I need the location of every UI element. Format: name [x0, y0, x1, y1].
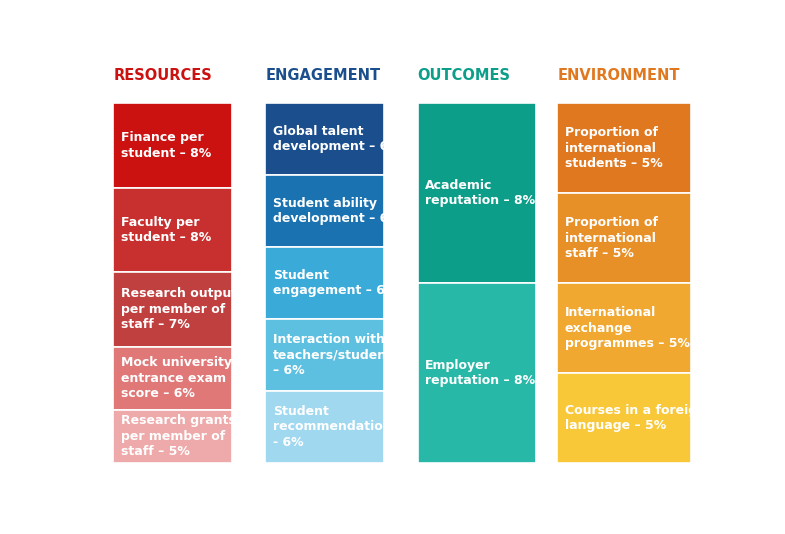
Bar	[418, 103, 536, 283]
Bar	[265, 103, 384, 175]
Text: Employer
reputation – 8%: Employer reputation – 8%	[425, 359, 535, 387]
Text: Research grants
per member of
staff – 5%: Research grants per member of staff – 5%	[121, 414, 236, 459]
Text: RESOURCES: RESOURCES	[113, 68, 212, 83]
Bar	[265, 247, 384, 319]
Text: Student
recommendation
- 6%: Student recommendation - 6%	[272, 405, 392, 449]
Bar	[113, 347, 232, 410]
Bar	[265, 319, 384, 391]
Bar	[557, 193, 692, 283]
Bar	[557, 373, 692, 463]
Bar	[265, 175, 384, 247]
Text: Proportion of
international
students – 5%: Proportion of international students – 5…	[564, 126, 663, 170]
Text: Proportion of
international
staff – 5%: Proportion of international staff – 5%	[564, 216, 658, 260]
Text: Academic
reputation – 8%: Academic reputation – 8%	[425, 179, 535, 207]
Text: ENGAGEMENT: ENGAGEMENT	[265, 68, 381, 83]
Text: Faculty per
student – 8%: Faculty per student – 8%	[121, 216, 211, 245]
Bar	[113, 410, 232, 463]
Bar	[265, 391, 384, 463]
Text: Courses in a foreign
language – 5%: Courses in a foreign language – 5%	[564, 404, 706, 432]
Text: Interaction with
teachers/students
– 6%: Interaction with teachers/students – 6%	[272, 333, 400, 377]
Text: Global talent
development – 6%: Global talent development – 6%	[272, 125, 400, 153]
Text: Student ability
development – 6%: Student ability development – 6%	[272, 197, 400, 225]
Text: OUTCOMES: OUTCOMES	[418, 68, 510, 83]
Bar	[557, 103, 692, 193]
Text: ENVIRONMENT: ENVIRONMENT	[557, 68, 680, 83]
Bar	[113, 272, 232, 347]
Text: Finance per
student – 8%: Finance per student – 8%	[121, 131, 211, 160]
Bar	[113, 103, 232, 188]
Bar	[418, 283, 536, 463]
Text: Mock university
entrance exam
score – 6%: Mock university entrance exam score – 6%	[121, 356, 232, 400]
Text: International
exchange
programmes – 5%: International exchange programmes – 5%	[564, 306, 690, 350]
Bar	[557, 283, 692, 373]
Bar	[113, 188, 232, 272]
Text: Research output
per member of
staff – 7%: Research output per member of staff – 7%	[121, 287, 237, 332]
Text: Student
engagement – 6%: Student engagement – 6%	[272, 269, 397, 297]
